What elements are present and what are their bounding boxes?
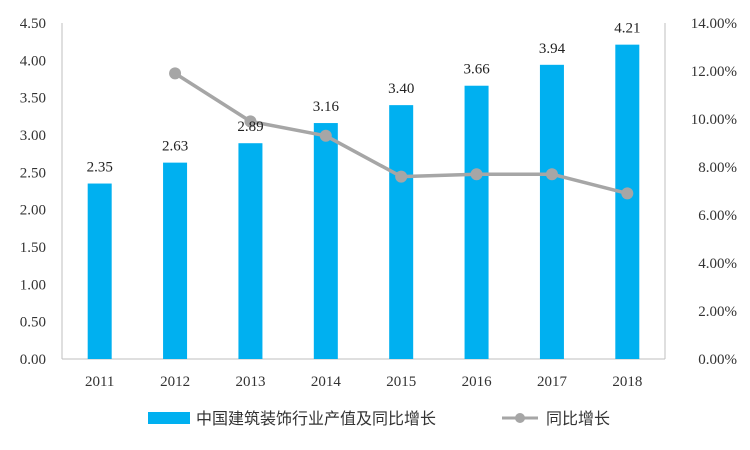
y-right-tick-label: 6.00% [698,208,737,224]
bar [238,143,263,359]
bar [163,162,188,359]
x-tick-label: 2014 [311,374,342,390]
y-right-tick-label: 8.00% [698,160,737,176]
x-tick-label: 2015 [386,374,416,390]
x-tick-label: 2016 [462,374,493,390]
growth-point [319,129,332,142]
bar-data-label: 3.16 [313,99,340,115]
bar-data-label: 2.89 [237,119,263,135]
y-right-tick-label: 10.00% [691,112,737,128]
y-left-tick-label: 0.00 [20,352,46,368]
legend-bar-swatch [148,412,190,424]
bar-data-label: 3.66 [463,62,490,78]
x-tick-label: 2011 [85,374,114,390]
y-right-tick-label: 4.00% [698,256,737,272]
bar-data-label: 2.35 [87,160,113,176]
bar [539,64,564,360]
y-left-tick-label: 2.50 [20,165,46,181]
y-left-tick-label: 1.50 [20,240,46,256]
legend-bar-label: 中国建筑装饰行业产值及同比增长 [196,409,436,428]
y-left-tick-label: 0.50 [20,315,46,331]
axes-layer: 0.00 0.50 1.00 1.50 2.00 2.50 3.00 3.50 4.00 4.50… [20,16,737,390]
x-tick-label: 2012 [160,374,190,390]
x-tick-label: 2018 [612,374,642,390]
bar [313,123,338,359]
y-left-tick-label: 2.00 [20,203,46,219]
bar-data-label: 3.40 [388,81,414,97]
bar [389,105,414,359]
labels-layer: 2.35 2.63 2.89 3.16 3.40 3.66 3.94 4.21 [87,21,641,176]
bars-layer [87,44,640,360]
x-tick-label: 2013 [235,374,265,390]
y-right-tick-label: 14.00% [691,16,737,32]
legend: 中国建筑装饰行业产值及同比增长 同比增长 [148,409,610,428]
y-right-tick-label: 0.00% [698,352,737,368]
y-right-tick-label: 2.00% [698,304,737,320]
bar-data-label: 4.21 [614,21,640,37]
y-left-tick-label: 3.00 [20,128,46,144]
bar-data-label: 3.94 [539,41,566,57]
legend-line-marker [515,413,525,423]
y-left-tick-label: 4.50 [20,16,46,32]
y-left-tick-label: 3.50 [20,91,46,107]
growth-point [545,168,558,181]
x-tick-label: 2017 [537,374,568,390]
y-right-tick-label: 12.00% [691,64,737,80]
growth-point [621,187,634,200]
bar [464,85,489,359]
legend-line-label: 同比增长 [546,409,610,428]
growth-point [395,170,408,183]
y-left-tick-label: 4.00 [20,53,46,69]
line-layer [169,67,634,200]
growth-point [470,168,483,181]
growth-point [244,115,257,128]
growth-point [169,67,182,80]
bar [87,183,112,359]
bar-data-label: 2.63 [162,139,188,155]
bar [615,44,640,360]
y-left-tick-label: 1.00 [20,277,46,293]
